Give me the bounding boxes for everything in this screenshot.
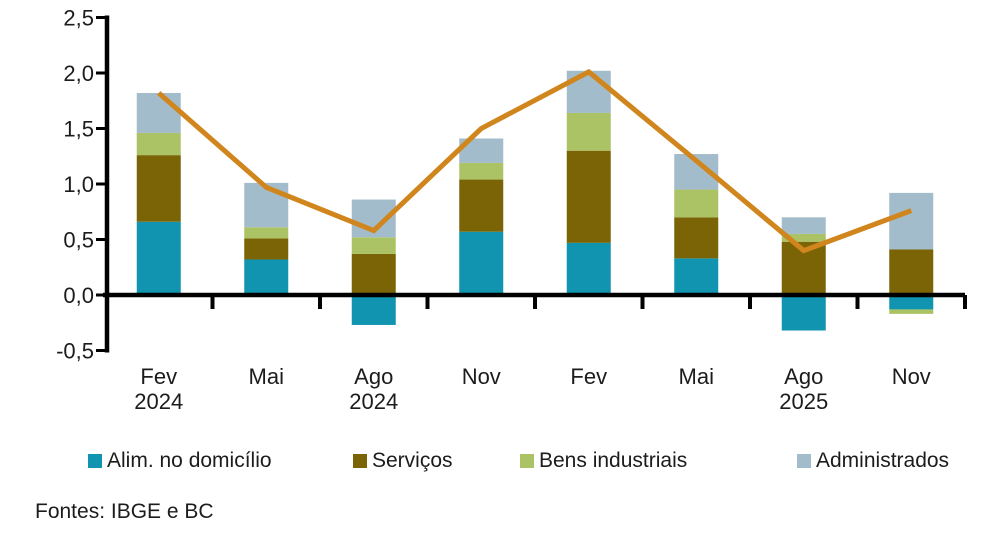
bar-segment: [244, 227, 289, 239]
x-axis-category-label: Fev: [140, 364, 177, 389]
legend-label: Administrados: [816, 449, 950, 472]
bar-segment: [351, 253, 396, 295]
bar-segment: [459, 231, 504, 295]
bar-segment: [781, 233, 826, 242]
y-axis-tick-label: 0,0: [63, 283, 94, 308]
y-axis-tick-label: 2,0: [63, 61, 94, 86]
bar-segment: [244, 182, 289, 228]
bar-segment: [889, 309, 934, 314]
bar-segment: [674, 217, 719, 259]
bar-segment: [566, 70, 611, 113]
legend-label: Bens industriais: [539, 449, 688, 472]
bar-segment: [781, 295, 826, 331]
x-axis-category-label: Nov: [462, 364, 501, 389]
bar-segment: [136, 132, 181, 156]
bar-segment: [566, 150, 611, 243]
line-series: [157, 68, 913, 254]
x-axis-category-label: Ago: [784, 364, 823, 389]
chart-legend: Alim. no domicílio Serviços Bens industria…: [0, 449, 1000, 475]
bar-segment: [351, 237, 396, 254]
bar-segment: [136, 221, 181, 295]
bar-segment: [136, 155, 181, 222]
x-axis-category-label: Mai: [249, 364, 284, 389]
bar-segment: [136, 92, 181, 133]
bar-segment: [566, 112, 611, 151]
bar-segment: [351, 295, 396, 325]
legend-swatch: [88, 454, 102, 468]
legend-item: Serviços: [353, 449, 453, 473]
x-axis-category-label: Mai: [679, 364, 714, 389]
x-axis-category-label: Nov: [892, 364, 931, 389]
bar-segment: [459, 162, 504, 180]
bar-segment: [566, 242, 611, 295]
legend-item: Bens industriais: [520, 449, 687, 473]
y-axis-tick-label: 1,5: [63, 117, 94, 142]
legend-item: Administrados: [797, 449, 949, 473]
y-axis-tick-label: 1,0: [63, 172, 94, 197]
bar-segment: [889, 295, 934, 310]
source-note: Fontes: IBGE e BC: [35, 500, 214, 523]
bar-segment: [244, 259, 289, 295]
bar-segment: [889, 192, 934, 250]
y-axis-tick-label: 0,5: [63, 228, 94, 253]
bar-segment: [889, 249, 934, 295]
legend-swatch: [797, 454, 811, 468]
bar-segment: [674, 189, 719, 218]
legend-label: Serviços: [372, 449, 453, 472]
bar-segment: [781, 217, 826, 234]
x-axis-category-label: 2024: [134, 389, 183, 414]
x-axis-category-label: 2025: [779, 389, 828, 414]
y-axis-tick-label: -0,5: [56, 339, 94, 364]
bar-segment: [674, 258, 719, 295]
legend-label: Alim. no domicílio: [107, 449, 272, 472]
x-axis-category-label: 2024: [349, 389, 398, 414]
legend-swatch: [520, 454, 534, 468]
x-axis-category-label: Fev: [570, 364, 607, 389]
legend-item: Alim. no domicílio: [88, 449, 272, 473]
bar-segment: [459, 179, 504, 232]
legend-swatch: [353, 454, 367, 468]
bar-segment: [244, 238, 289, 260]
x-axis-category-label: Ago: [354, 364, 393, 389]
y-axis-tick-label: 2,5: [63, 6, 94, 31]
